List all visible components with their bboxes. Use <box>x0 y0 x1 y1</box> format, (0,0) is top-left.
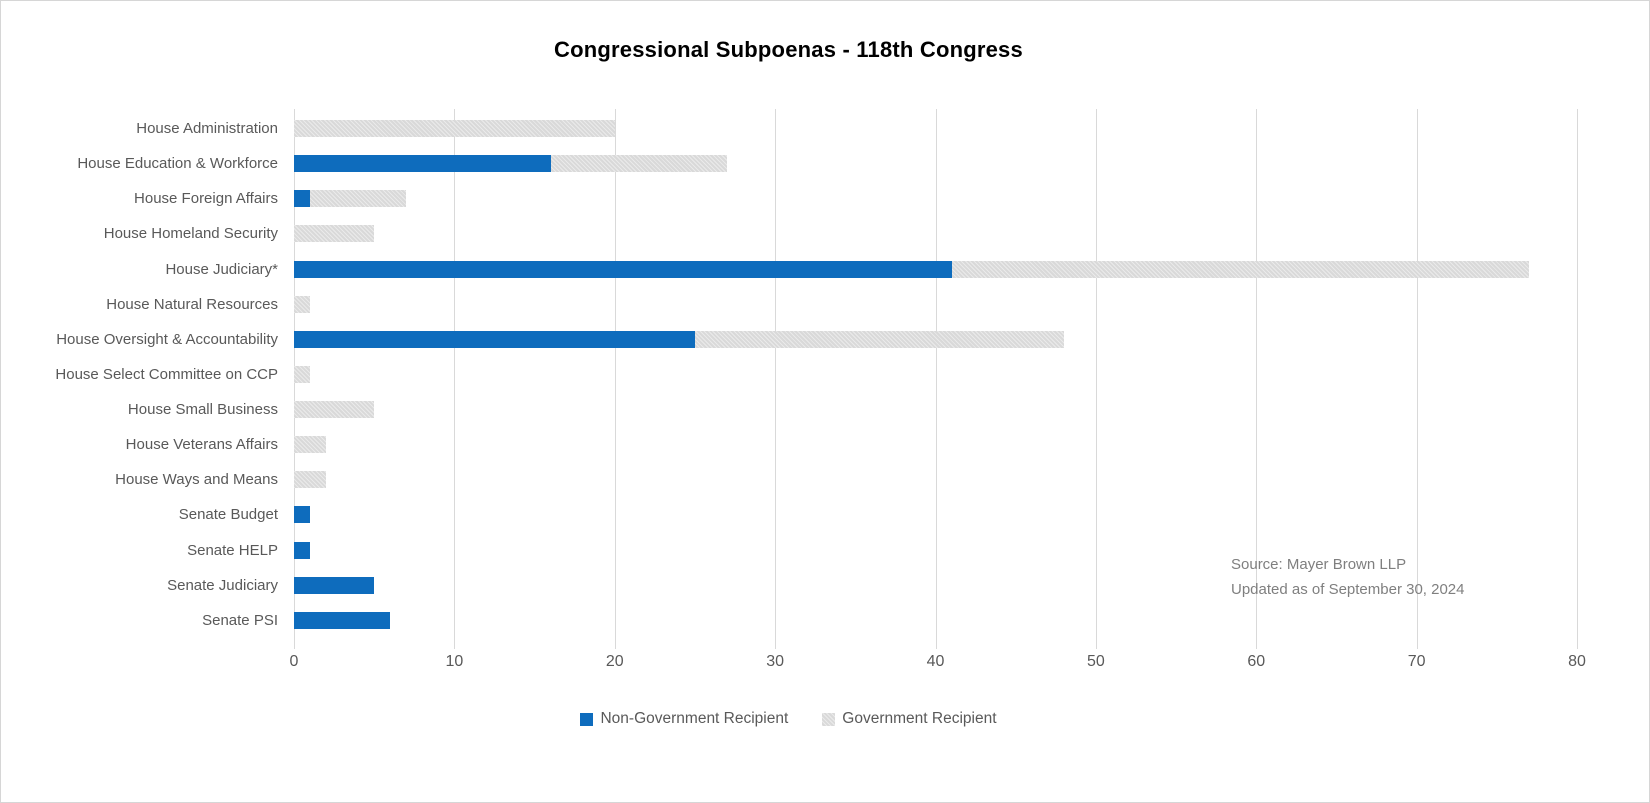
bar-segment-government <box>294 401 375 419</box>
x-axis-tick-label: 70 <box>1407 653 1426 670</box>
bar-row: House Ways and Means <box>1 462 1649 497</box>
legend-item: Non-Government Recipient <box>580 710 788 728</box>
category-label: House Veterans Affairs <box>125 436 278 454</box>
bar-row: House Natural Resources <box>1 287 1649 322</box>
legend-label: Government Recipient <box>842 710 997 727</box>
bar-track <box>294 611 1649 629</box>
x-axis-tick-label: 20 <box>605 653 624 670</box>
bar-row: House Select Committee on CCP <box>1 357 1649 392</box>
bar-row: House Education & Workforce <box>1 146 1649 181</box>
bar-track <box>294 436 1649 454</box>
bar-segment-non-government <box>294 190 311 208</box>
bar-row: House Judiciary* <box>1 252 1649 287</box>
category-label: House Ways and Means <box>115 471 278 489</box>
bar-segment-non-government <box>294 260 952 278</box>
x-axis: 0 10 20 30 40 50 60 70 80 <box>1 653 1649 673</box>
bar-track <box>294 120 1649 138</box>
bar-track <box>294 155 1649 173</box>
category-label: House Oversight & Accountability <box>56 330 278 348</box>
bar-row: Senate HELP <box>1 533 1649 568</box>
bar-row: House Small Business <box>1 392 1649 427</box>
gridline <box>1256 109 1258 649</box>
bar-segment-non-government <box>294 576 375 594</box>
bar-row: House Foreign Affairs <box>1 181 1649 216</box>
x-axis-tick-label: 30 <box>766 653 785 670</box>
bar-segment-government <box>294 436 327 454</box>
bar-segment-government <box>310 190 407 208</box>
category-label: Senate Budget <box>178 506 278 524</box>
category-label: Senate HELP <box>187 541 278 559</box>
bar-segment-government <box>294 471 327 489</box>
bar-track <box>294 576 1649 594</box>
chart-title: Congressional Subpoenas - 118th Congress <box>554 37 1023 62</box>
bar-row: Senate PSI <box>1 603 1649 638</box>
bar-segment-non-government <box>294 155 551 173</box>
bar-segment-government <box>294 120 615 138</box>
bar-track <box>294 295 1649 313</box>
x-axis-tick-label: 60 <box>1247 653 1266 670</box>
bar-track <box>294 401 1649 419</box>
category-label: House Homeland Security <box>103 225 278 243</box>
source-line-2: Updated as of September 30, 2024 <box>1231 581 1465 598</box>
category-label: House Small Business <box>127 401 278 419</box>
bar-segment-non-government <box>294 330 695 348</box>
bar-row: House Veterans Affairs <box>1 427 1649 462</box>
category-label: House Judiciary* <box>165 260 278 278</box>
category-label: House Administration <box>136 120 278 138</box>
legend: Non-Government Recipient Government Recip… <box>1 710 1576 728</box>
bar-row: House Homeland Security <box>1 216 1649 251</box>
bar-segment-non-government <box>294 541 311 559</box>
bar-track <box>294 506 1649 524</box>
legend-label: Non-Government Recipient <box>600 710 789 727</box>
x-axis-tick-label: 50 <box>1086 653 1105 670</box>
bar-track <box>294 190 1649 208</box>
bar-row: Senate Budget <box>1 497 1649 532</box>
bar-segment-non-government <box>294 506 311 524</box>
gridline <box>775 109 777 649</box>
legend-swatch-government <box>822 712 836 726</box>
bar-row: House Administration <box>1 111 1649 146</box>
gridline <box>1416 109 1418 649</box>
bar-segment-government <box>951 260 1529 278</box>
gridline <box>935 109 937 649</box>
category-label: House Natural Resources <box>106 295 278 313</box>
gridline <box>1095 109 1097 649</box>
source-annotation: Source: Mayer Brown LLP Updated as of Se… <box>1231 552 1465 602</box>
category-label: House Foreign Affairs <box>134 190 278 208</box>
legend-swatch-non-government <box>580 712 594 726</box>
bar-row: House Oversight & Accountability <box>1 322 1649 357</box>
x-axis-tick-label: 40 <box>926 653 945 670</box>
bar-segment-government <box>294 295 311 313</box>
bar-row: Senate Judiciary <box>1 568 1649 603</box>
gridline <box>614 109 616 649</box>
bar-track <box>294 260 1649 278</box>
bar-segment-government <box>550 155 727 173</box>
legend-item: Government Recipient <box>822 710 997 728</box>
bar-track <box>294 471 1649 489</box>
x-axis-tick-label: 0 <box>289 653 299 670</box>
x-axis-tick-label: 80 <box>1568 653 1586 670</box>
gridline <box>454 109 456 649</box>
gridline <box>1577 109 1578 649</box>
x-axis-tick-label: 10 <box>445 653 464 670</box>
bar-segment-government <box>294 225 375 243</box>
bar-segment-government <box>294 365 311 383</box>
bar-track <box>294 365 1649 383</box>
bar-segment-government <box>694 330 1064 348</box>
category-label: House Education & Workforce <box>77 155 278 173</box>
source-line-1: Source: Mayer Brown LLP <box>1231 556 1407 573</box>
bar-track <box>294 541 1649 559</box>
category-label: House Select Committee on CCP <box>55 365 278 383</box>
bar-rows-container: House Administration House Education & Wo… <box>1 111 1649 638</box>
category-label: Senate PSI <box>202 611 278 629</box>
bar-track <box>294 330 1649 348</box>
bar-segment-non-government <box>294 611 391 629</box>
bar-track <box>294 225 1649 243</box>
category-label: Senate Judiciary <box>167 576 278 594</box>
